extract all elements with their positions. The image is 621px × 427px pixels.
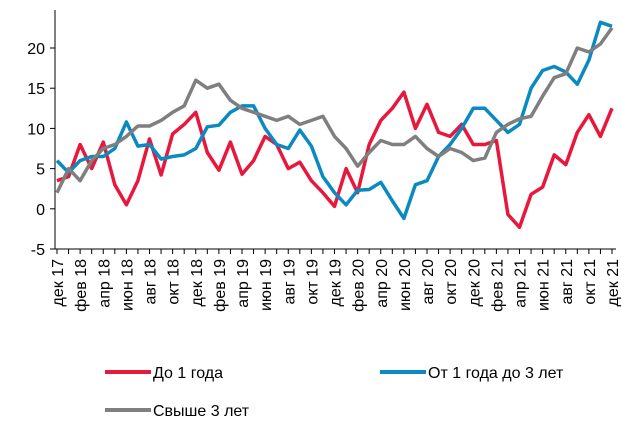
x-tick-label: дек 18: [189, 259, 206, 307]
x-tick-label: авг 19: [281, 259, 298, 305]
x-tick-label: апр 20: [374, 259, 391, 308]
y-tick-label: 15: [27, 81, 45, 98]
y-tick-label: 5: [36, 162, 45, 179]
x-tick-label: фев 19: [212, 259, 229, 312]
y-tick-label: 0: [36, 202, 45, 219]
x-tick-label: фев 18: [73, 259, 90, 312]
x-tick-label: окт 19: [304, 259, 321, 305]
x-tick-label: фев 20: [351, 259, 368, 312]
x-tick-label: дек 19: [328, 259, 345, 307]
x-tick-label: июн 21: [536, 259, 553, 311]
line-series: [56, 90, 614, 230]
legend-label: От 1 года до 3 лет: [428, 365, 564, 382]
x-tick-label: июн 19: [258, 259, 275, 311]
x-tick-label: дек 20: [466, 259, 483, 307]
x-tick-label: окт 20: [443, 259, 460, 305]
x-tick-label: апр 18: [96, 259, 113, 308]
y-tick-label: 10: [27, 121, 45, 138]
line-series: [55, 20, 613, 221]
line-series: [55, 26, 614, 194]
x-tick-label: авг 21: [559, 259, 576, 305]
x-tick-label: авг 20: [420, 259, 437, 305]
x-tick-label: окт 18: [166, 259, 183, 305]
y-tick-label: 20: [27, 41, 45, 58]
legend-label: Свыше 3 лет: [153, 403, 250, 420]
x-tick-label: апр 19: [235, 259, 252, 308]
x-tick-label: апр 21: [513, 259, 530, 308]
x-tick-label: дек 17: [50, 259, 67, 307]
x-tick-label: фев 21: [489, 259, 506, 312]
x-tick-label: июн 18: [119, 259, 136, 311]
x-tick-label: июн 20: [397, 259, 414, 311]
x-tick-label: окт 21: [582, 259, 599, 305]
y-tick-label: -5: [31, 242, 45, 259]
x-tick-label: дек 21: [605, 259, 621, 307]
x-tick-label: авг 18: [143, 259, 160, 305]
legend-label: До 1 года: [153, 365, 223, 382]
